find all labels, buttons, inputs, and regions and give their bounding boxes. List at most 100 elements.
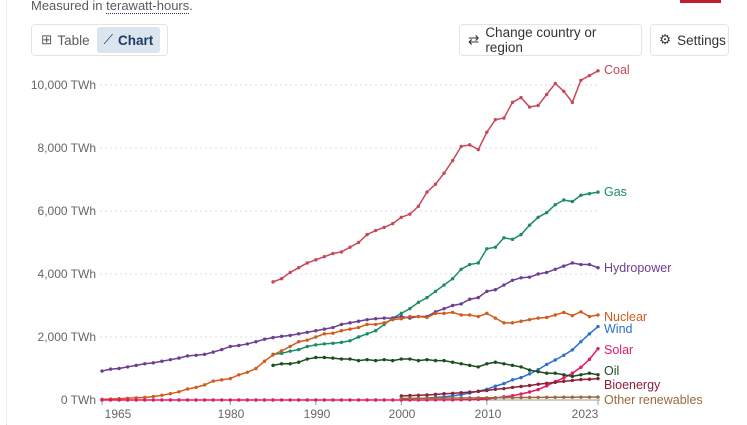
oil-point [356,358,361,363]
hydropower-point [279,334,284,339]
other-renewables-point [587,395,592,399]
hydropower-point [356,319,361,323]
nuclear-point [331,331,335,335]
coal-point [562,89,566,94]
gas-point [331,341,335,345]
nuclear-point [348,327,352,331]
change-region-button[interactable]: ⇄ Change country or region [459,24,642,56]
nuclear-point [476,314,480,319]
x-tick-label: 2023 [572,407,599,421]
other-renewables-point [468,396,472,400]
oil-point [348,357,352,361]
coal-point [433,182,438,186]
oil-point [288,362,292,366]
hydropower-point [245,342,250,346]
oil-point [433,358,438,363]
oil-point [271,363,275,368]
nuclear-point [468,313,472,317]
hydropower-point [365,317,369,322]
wind-point [596,324,600,329]
hydropower-point [100,369,104,373]
nuclear-point [279,349,284,353]
oil-point [391,358,395,363]
coal-point [416,204,421,208]
other-renewables-point [596,395,600,399]
y-tick-label: 8,000 TWh [38,141,96,155]
swap-arrows-icon: ⇄ [468,32,480,47]
nuclear-point [562,310,566,315]
bioenergy-point [544,381,549,386]
tab-table[interactable]: ⊞ Table [41,32,90,48]
other-renewables-point [408,396,412,401]
solar-point [271,398,275,402]
terawatt-hours-link[interactable]: terawatt-hours [106,0,190,14]
solar-point [254,398,258,402]
nuclear-point [211,379,215,383]
solar-point [168,398,173,402]
coal-line [272,70,599,283]
solar-point [536,387,540,392]
gas-point [416,300,421,305]
gas-point [373,329,378,333]
coal-point [271,280,275,284]
hydropower-point [185,354,190,358]
line-chart-icon: ⟋ [103,32,114,47]
nuclear-point [510,321,515,325]
coal-point [348,245,352,249]
hydropower-point [536,272,540,276]
solar-point [202,398,207,402]
oil-label: Oil [604,364,619,378]
nuclear-point [151,394,156,399]
solar-point [373,398,378,402]
hydropower-point [459,302,463,306]
nuclear-point [399,317,404,321]
solar-point [288,398,292,402]
oil-point [373,358,378,363]
other-renewables-point [442,396,446,400]
solar-point [305,398,309,402]
hydropower-point [570,261,575,265]
wind-point [527,372,532,376]
wind-point [544,362,549,367]
y-tick-label: 6,000 TWh [38,204,96,218]
gas-point [399,311,404,316]
hydropower-point [493,288,498,292]
nuclear-point [425,315,429,320]
nuclear-point [185,387,190,391]
hydropower-point [442,306,446,311]
solar-point [211,398,215,402]
coal-point [373,228,378,233]
gas-point [322,342,327,346]
coal-point [399,215,404,219]
hydropower-point [519,276,523,280]
other-renewables-point [536,395,540,400]
coal-point [296,266,301,270]
oil-point [450,360,455,364]
hydropower-point [527,275,532,279]
solar-point [194,398,198,402]
other-renewables-point [485,396,489,400]
nuclear-point [485,311,489,316]
x-tick-label: 2010 [475,407,502,421]
gas-point [314,343,318,347]
coal-point [459,144,463,149]
coal-point [476,147,480,152]
y-tick-label: 4,000 TWh [38,267,96,281]
coal-point [493,117,498,122]
hydropower-point [143,362,147,366]
coal-point [485,130,489,134]
coal-point [382,225,386,230]
nuclear-point [527,317,532,322]
solar-point [151,398,156,402]
nuclear-point [365,322,369,327]
tab-chart[interactable]: ⟋ Chart [96,27,161,53]
bioenergy-point [536,382,540,386]
settings-button[interactable]: ⚙ Settings [650,24,729,56]
bioenergy-point [519,384,523,389]
solar-point [237,398,241,402]
wind-point [553,358,557,362]
nuclear-point [296,340,301,344]
bioenergy-point [510,385,515,390]
wind-point [502,381,506,386]
nuclear-point [237,373,241,377]
